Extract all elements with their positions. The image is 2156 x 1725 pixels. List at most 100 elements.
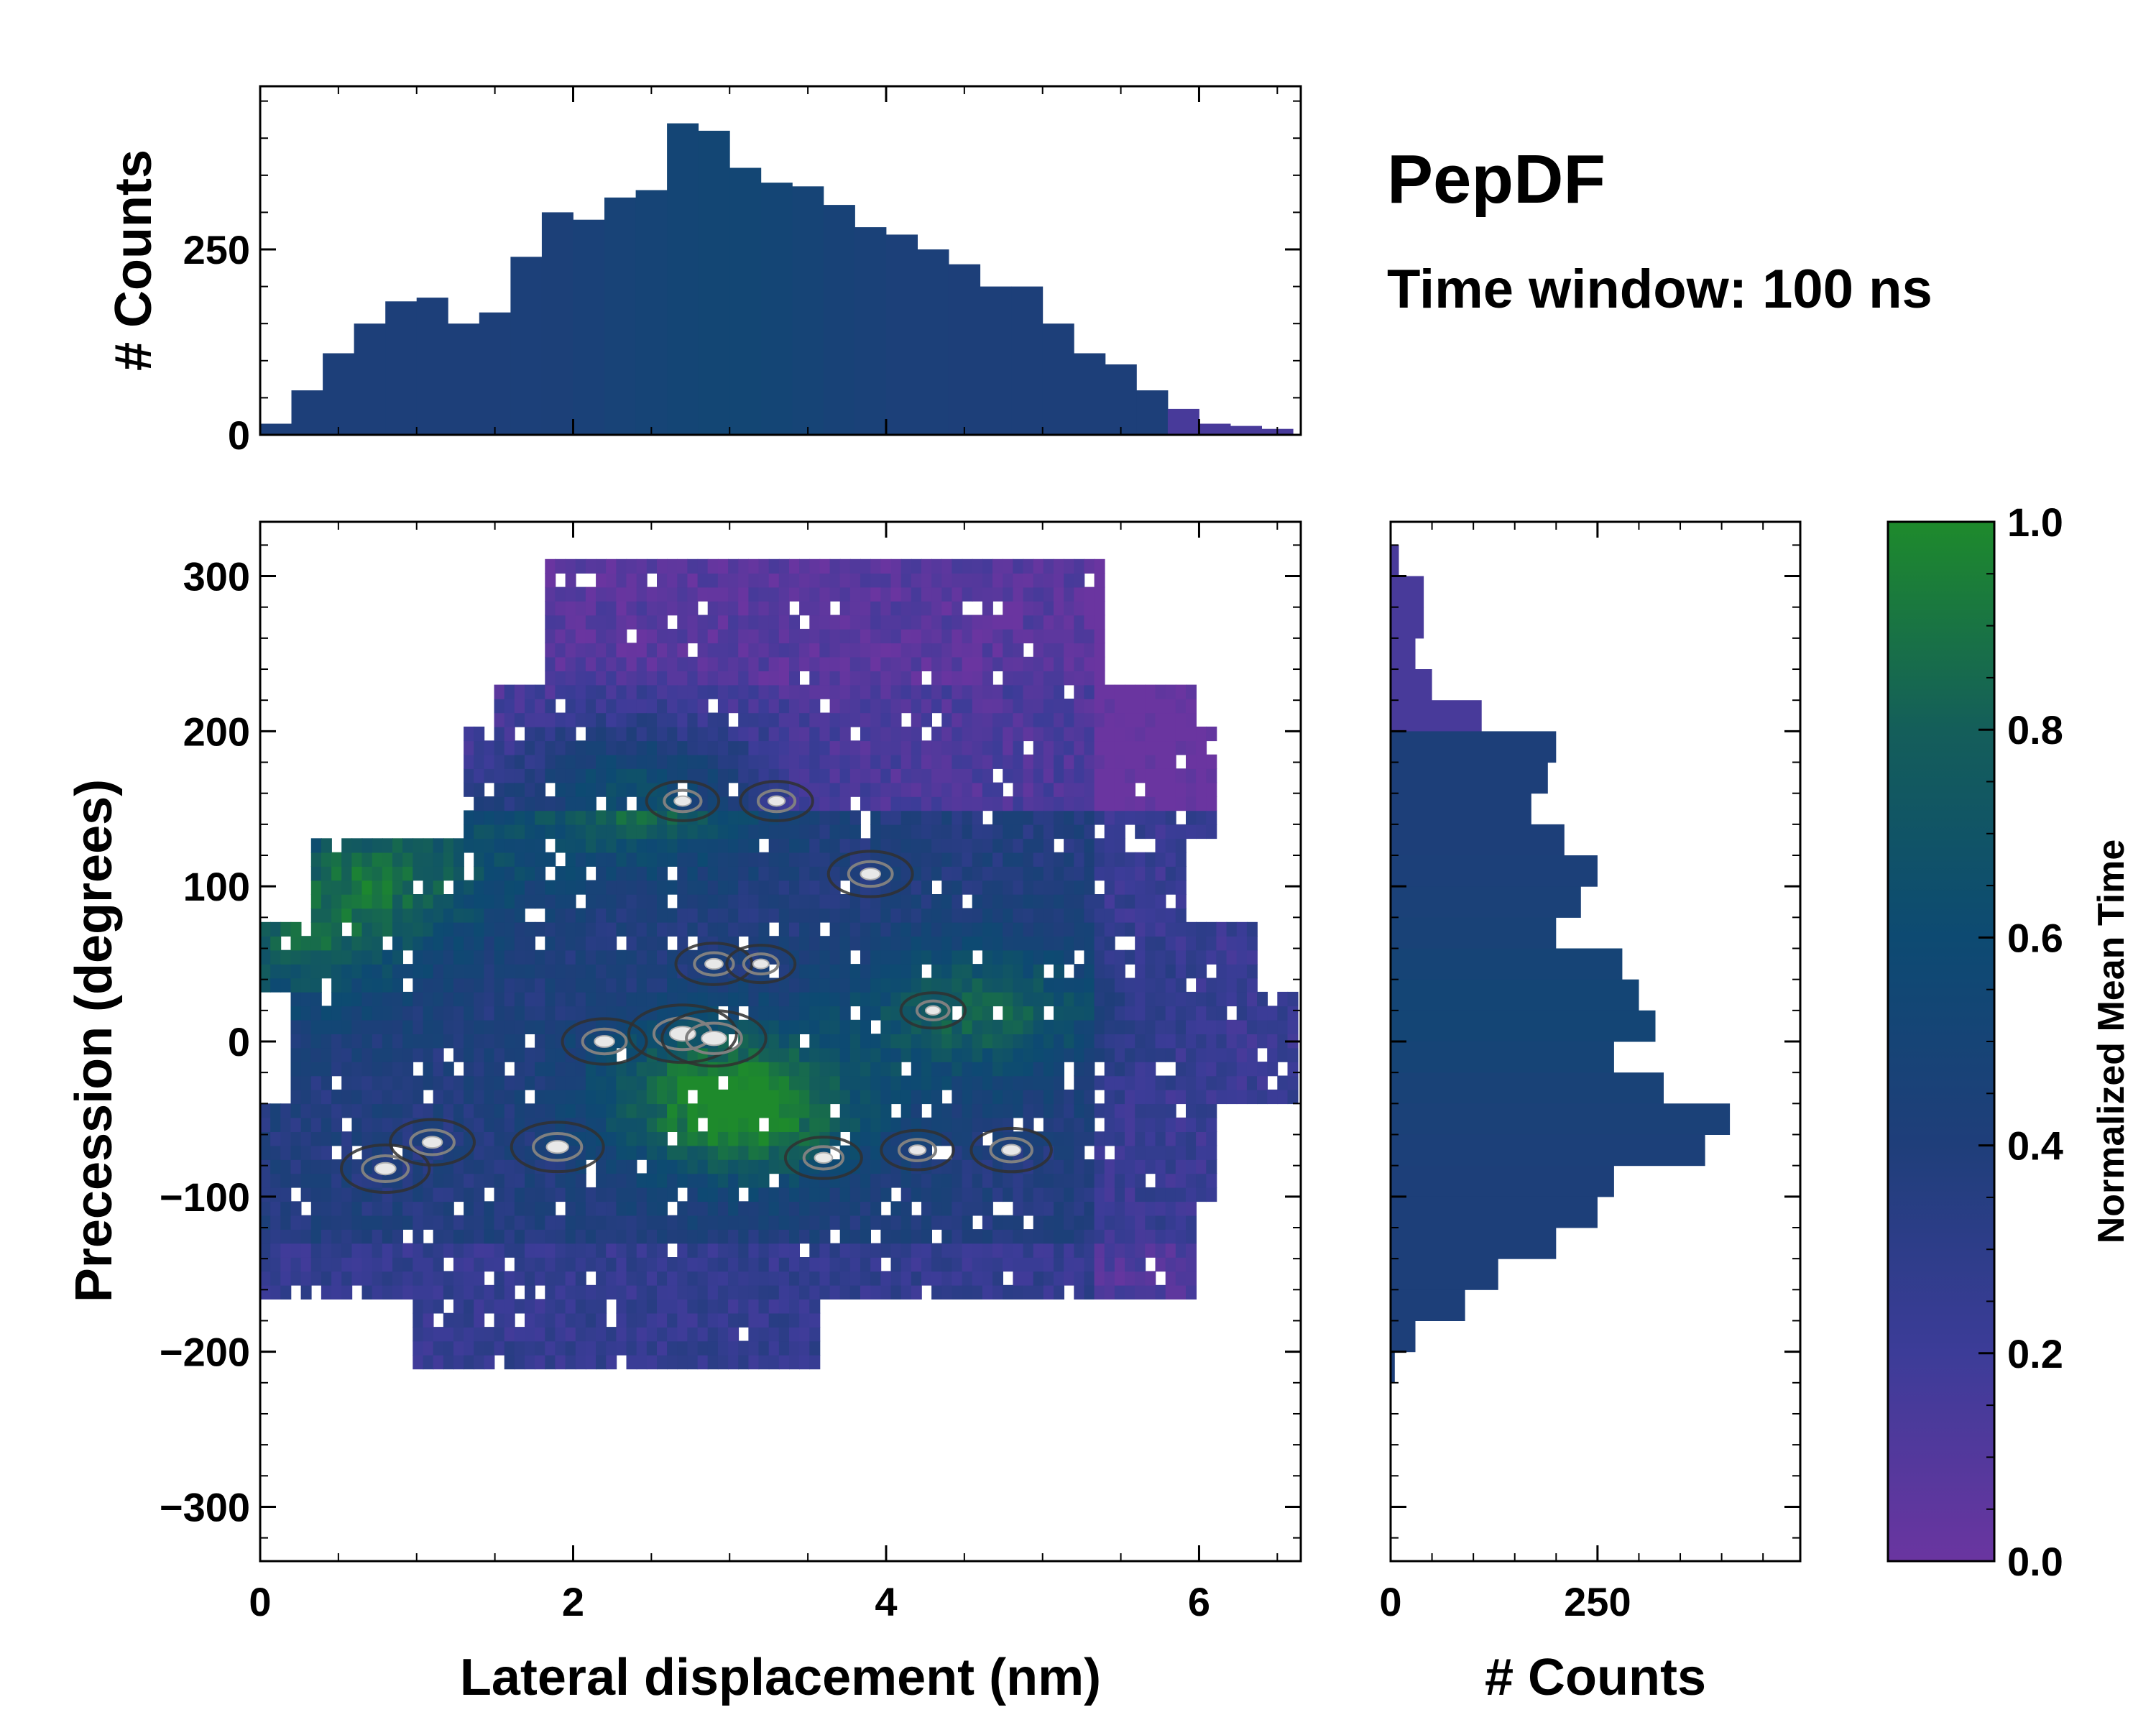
- heatmap-cell: [464, 768, 475, 783]
- heatmap-cell: [484, 852, 495, 867]
- heatmap-cell: [849, 1187, 861, 1202]
- heatmap-cell: [717, 643, 729, 658]
- heatmap-cell: [474, 1047, 485, 1062]
- heatmap-cell: [514, 1075, 525, 1090]
- heatmap-cell: [1003, 978, 1014, 993]
- y-tick-label: 200: [183, 709, 250, 754]
- heatmap-cell: [565, 978, 576, 993]
- heatmap-cell: [1145, 1075, 1156, 1090]
- heatmap-cell: [504, 1271, 515, 1286]
- heatmap-cell: [1094, 712, 1105, 727]
- heatmap-cell: [880, 754, 892, 769]
- heatmap-cell: [280, 1103, 292, 1118]
- heatmap-cell: [941, 1034, 953, 1049]
- heatmap-cell: [972, 824, 983, 840]
- heatmap-cell: [565, 558, 576, 574]
- heatmap-cell: [555, 1075, 566, 1090]
- heatmap-cell: [839, 1187, 851, 1202]
- density-contour: [685, 1021, 743, 1055]
- heatmap-cell: [1033, 1271, 1044, 1286]
- heatmap-cell: [768, 573, 780, 588]
- heatmap-cell: [738, 1312, 750, 1328]
- heatmap-cell: [545, 754, 556, 769]
- heatmap-cell: [931, 978, 943, 993]
- heatmap-cell: [738, 1201, 750, 1216]
- heatmap-cell: [829, 936, 841, 951]
- heatmap-cell: [504, 1173, 515, 1188]
- heatmap-cell: [331, 1089, 343, 1105]
- heatmap-cell: [423, 936, 434, 951]
- colorbar-ticks: 0.00.20.40.60.81.0: [1978, 500, 2063, 1584]
- heatmap-cell: [1186, 1047, 1197, 1062]
- heatmap-cell: [453, 1215, 464, 1230]
- heatmap-cell: [768, 866, 780, 881]
- heatmap-cell: [809, 1327, 821, 1342]
- heatmap-cell: [1043, 1229, 1054, 1244]
- right-histogram-bar: [1391, 1289, 1465, 1321]
- heatmap-cell: [423, 1284, 434, 1300]
- heatmap-cell: [1074, 1034, 1085, 1049]
- heatmap-cell: [809, 838, 821, 853]
- heatmap-cell: [1104, 1284, 1115, 1300]
- heatmap-cell: [657, 1117, 668, 1132]
- heatmap-cell: [504, 978, 515, 993]
- heatmap-cell: [290, 1019, 302, 1034]
- heatmap-cell: [514, 949, 525, 965]
- heatmap-cell: [1074, 1075, 1085, 1090]
- heatmap-cell: [809, 1243, 821, 1258]
- heatmap-cell: [911, 1117, 922, 1132]
- heatmap-cell: [453, 1340, 464, 1356]
- heatmap-cell: [809, 740, 821, 755]
- heatmap-cell: [941, 1271, 953, 1286]
- heatmap-cell: [1165, 712, 1176, 727]
- heatmap-cell: [504, 991, 515, 1007]
- heatmap-cell: [423, 1257, 434, 1272]
- heatmap-cell: [717, 1271, 729, 1286]
- heatmap-cell: [1135, 908, 1146, 923]
- heatmap-cell: [321, 894, 332, 909]
- heatmap-cell: [717, 852, 729, 867]
- heatmap-cell: [789, 1284, 800, 1300]
- heatmap-cell: [921, 601, 932, 616]
- heatmap-cell: [789, 852, 800, 867]
- heatmap-cell: [972, 1229, 983, 1244]
- heatmap-cell: [616, 601, 627, 616]
- heatmap-cell: [911, 1257, 922, 1272]
- heatmap-cell: [657, 908, 668, 923]
- heatmap-cell: [972, 643, 983, 658]
- heatmap-cell: [839, 726, 851, 742]
- heatmap-cell: [616, 628, 627, 644]
- heatmap-cell: [697, 1215, 709, 1230]
- heatmap-cell: [321, 1284, 332, 1300]
- heatmap-cell: [1125, 1187, 1135, 1202]
- heatmap-cell: [616, 852, 627, 867]
- heatmap-cell: [626, 1312, 637, 1328]
- heatmap-cell: [849, 964, 861, 979]
- heatmap-cell: [545, 643, 556, 658]
- heatmap-cell: [778, 991, 790, 1007]
- heatmap-cell: [1236, 1034, 1248, 1049]
- heatmap-cell: [687, 964, 699, 979]
- heatmap-cell: [1114, 921, 1125, 937]
- heatmap-cell: [1094, 1145, 1105, 1160]
- heatmap-cell: [504, 921, 515, 937]
- heatmap-cell: [1013, 643, 1024, 658]
- heatmap-cell: [1013, 684, 1024, 699]
- heatmap-cell: [748, 921, 760, 937]
- heatmap-cell: [1155, 838, 1166, 853]
- heatmap-cell: [839, 1229, 851, 1244]
- heatmap-cell: [545, 852, 556, 867]
- heatmap-cell: [697, 643, 709, 658]
- heatmap-cell: [921, 936, 932, 951]
- heatmap-cell: [290, 1075, 302, 1090]
- heatmap-cell: [778, 1229, 790, 1244]
- heatmap-cell: [300, 1159, 312, 1174]
- heatmap-cell: [1175, 852, 1187, 867]
- heatmap-cell: [555, 1271, 566, 1286]
- heatmap-cell: [921, 628, 932, 644]
- heatmap-cell: [1186, 1284, 1197, 1300]
- heatmap-cell: [687, 852, 699, 867]
- heatmap-cell: [778, 1340, 790, 1356]
- heatmap-cell: [1125, 852, 1135, 867]
- heatmap-cell: [1145, 1187, 1156, 1202]
